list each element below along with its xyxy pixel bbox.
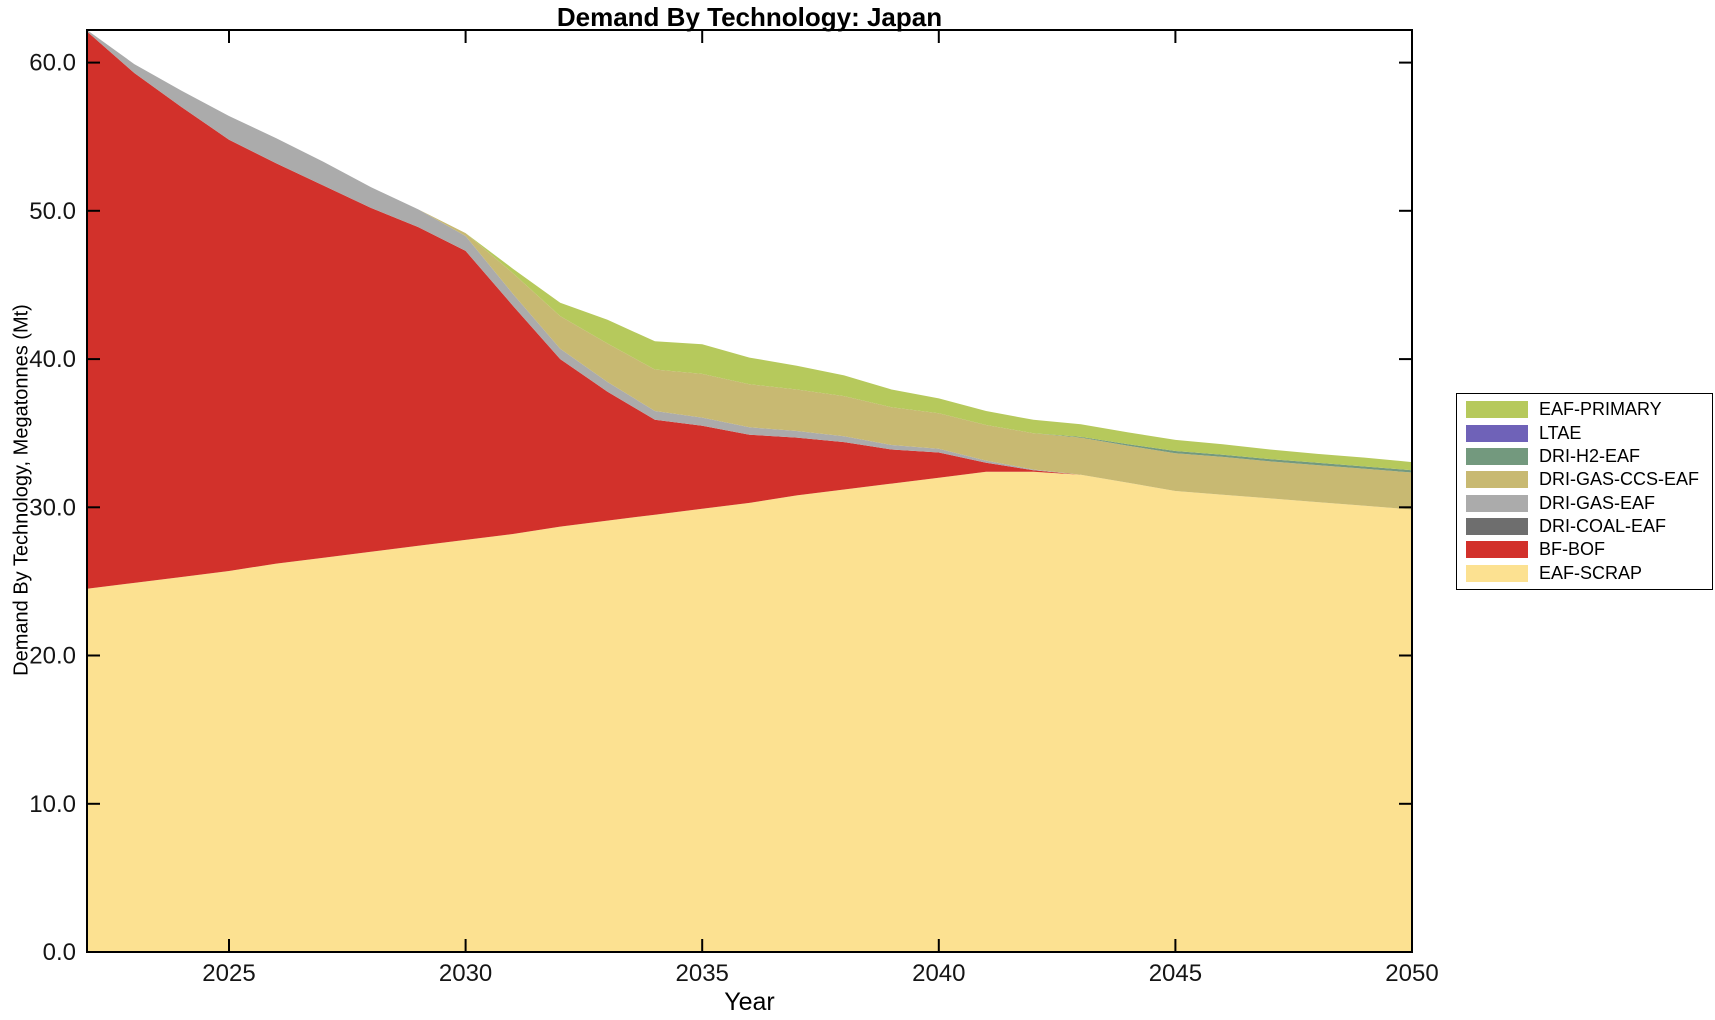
legend-swatch-dri-gas-eaf [1466, 494, 1528, 512]
legend-swatch-eaf-primary [1466, 401, 1528, 419]
legend-swatch-eaf-scrap [1466, 564, 1528, 582]
legend-label: DRI-GAS-CCS-EAF [1539, 469, 1700, 490]
area-bf-bof [87, 31, 1412, 589]
legend-swatch-ltae [1466, 424, 1528, 442]
y-tick-label: 20.0 [29, 643, 76, 670]
x-tick-label: 2025 [202, 960, 255, 987]
legend-swatch-dri-h2-eaf [1466, 447, 1528, 465]
legend-label: EAF-PRIMARY [1539, 399, 1662, 420]
legend-label: BF-BOF [1539, 539, 1605, 560]
area-dri-gas-ccs-eaf [87, 30, 1412, 510]
area-eaf-scrap [87, 471, 1412, 952]
legend-item-dri-gas-eaf: DRI-GAS-EAF [1457, 493, 1712, 514]
plot-border [86, 29, 1413, 953]
legend-swatch-bf-bof [1466, 541, 1528, 559]
legend-label: EAF-SCRAP [1539, 562, 1643, 583]
x-tick-label: 2030 [439, 960, 492, 987]
legend-item-bf-bof: BF-BOF [1457, 539, 1712, 560]
legend-swatch-dri-gas-ccs-eaf [1466, 471, 1528, 489]
y-tick-label: 0.0 [43, 939, 76, 966]
x-tick-label: 2045 [1149, 960, 1202, 987]
y-tick-label: 40.0 [29, 346, 76, 373]
legend-label: LTAE [1539, 422, 1582, 443]
legend-item-eaf-scrap: EAF-SCRAP [1457, 563, 1712, 584]
y-axis-label: Demand By Technology, Megatonnes (Mt) [10, 304, 33, 676]
y-tick-label: 30.0 [29, 494, 76, 521]
x-tick-label: 2040 [912, 960, 965, 987]
legend-item-ltae: LTAE [1457, 423, 1712, 444]
x-tick-label: 2035 [676, 960, 729, 987]
legend-item-dri-gas-ccs-eaf: DRI-GAS-CCS-EAF [1457, 469, 1712, 490]
legend-item-dri-coal-eaf: DRI-COAL-EAF [1457, 516, 1712, 537]
legend-swatch-dri-coal-eaf [1466, 517, 1528, 535]
area-eaf-primary [87, 30, 1412, 471]
legend-box: EAF-PRIMARY LTAE DRI-H2-EAF DRI-GAS-CCS-… [1456, 393, 1713, 590]
legend-item-dri-h2-eaf: DRI-H2-EAF [1457, 446, 1712, 467]
y-tick-label: 10.0 [29, 791, 76, 818]
legend-label: DRI-COAL-EAF [1539, 515, 1667, 536]
y-tick-label: 50.0 [29, 198, 76, 225]
x-axis-label: Year [724, 988, 775, 1016]
chart-title: Demand By Technology: Japan [556, 2, 943, 32]
y-tick-label: 60.0 [29, 50, 76, 77]
legend-label: DRI-H2-EAF [1539, 445, 1641, 466]
x-tick-label: 2050 [1385, 960, 1438, 987]
legend-label: DRI-GAS-EAF [1539, 492, 1656, 513]
legend-item-eaf-primary: EAF-PRIMARY [1457, 399, 1712, 420]
